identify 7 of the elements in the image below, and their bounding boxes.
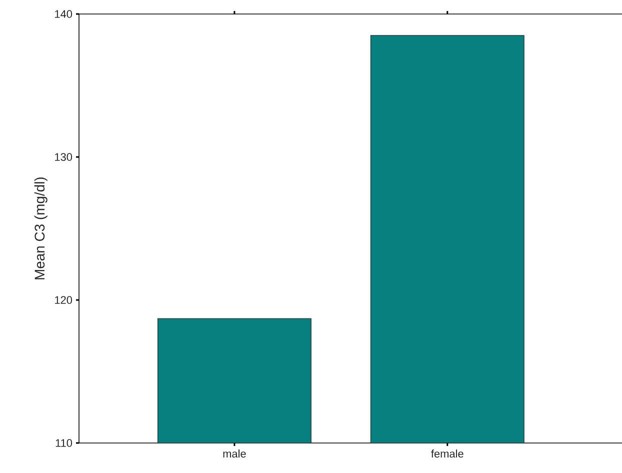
y-tick-label: 140: [55, 10, 72, 18]
y-tick-label: 110: [56, 439, 72, 447]
y-tick-label: 130: [55, 153, 72, 161]
y-axis-title: Mean C3 (mg/dl): [34, 177, 48, 280]
x-tick-label: male: [223, 450, 246, 458]
y-tick-label: 120: [55, 296, 72, 304]
x-tick-label: female: [431, 450, 464, 458]
